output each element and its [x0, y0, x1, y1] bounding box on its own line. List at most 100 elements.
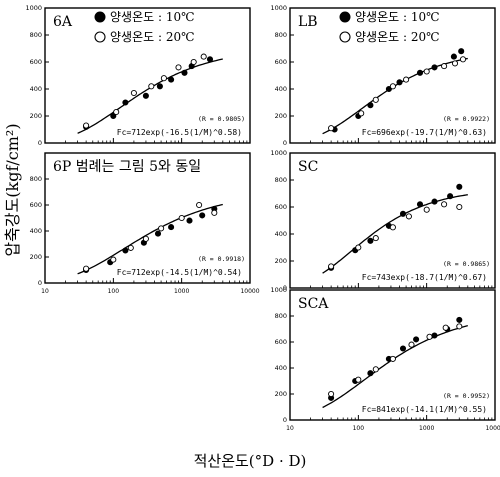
data-point-10c: [416, 201, 424, 208]
legend-label-10c: 양생온도 : 10℃: [355, 10, 440, 24]
y-tick-label: 800: [275, 176, 287, 184]
equation-label: Fc=841exp(-14.1(1/M)^0.55): [362, 405, 487, 414]
x-tick-label: 10: [286, 425, 294, 432]
r-value-label: (R = 0.9952): [443, 392, 490, 400]
data-point-10c: [431, 64, 438, 71]
y-tick-label: 600: [275, 58, 287, 66]
data-point-10c: [416, 69, 424, 76]
data-point-20c: [110, 256, 117, 263]
panel-title: SC: [298, 159, 318, 175]
data-point-20c: [442, 324, 449, 331]
data-point-20c: [441, 201, 448, 208]
y-tick-label: 0: [38, 139, 42, 147]
legend-label-20c: 양생온도 : 20℃: [110, 30, 195, 44]
data-point-20c: [456, 203, 463, 211]
y-tick-label: 0: [283, 139, 287, 147]
y-tick-label: 0: [38, 279, 42, 287]
panel-sca: 1000800600400200010100100010000SCA(R = 0…: [270, 286, 500, 432]
data-point-10c: [399, 345, 407, 352]
panel-6a: 1000 800 600 400 200 0 6A 양생온도 : 10℃ 양생온도 : 20℃ (…: [25, 4, 251, 147]
figure-y-label: 압축강도(kgf/cm²): [3, 123, 22, 256]
data-point-10c: [456, 183, 463, 190]
data-point-20c: [200, 53, 207, 60]
x-tick-label: 100: [353, 425, 365, 432]
data-point-20c: [358, 110, 365, 117]
y-tick-label: 600: [275, 338, 287, 346]
data-point-20c: [83, 122, 90, 129]
panel-title: SCA: [298, 296, 329, 312]
data-point-20c: [372, 235, 379, 242]
data-point-20c: [441, 63, 448, 70]
data-point-20c: [389, 355, 396, 362]
y-tick-label: 400: [30, 85, 42, 93]
y-tick-label: 600: [30, 201, 42, 209]
fitted-curve: [77, 203, 223, 275]
y-tick-label: 600: [30, 58, 42, 66]
r-value-label: (R = 0.9865): [443, 260, 490, 268]
data-point-20c: [130, 89, 137, 97]
data-point-20c: [355, 376, 362, 383]
y-tick-label: 0: [283, 416, 287, 424]
data-point-10c: [456, 316, 463, 323]
data-point-20c: [190, 58, 197, 66]
equation-label: Fc=696exp(-19.7(1/M)^0.63): [362, 128, 487, 137]
data-point-10c: [181, 69, 188, 76]
legend-open-marker: [339, 31, 351, 43]
data-point-20c: [423, 206, 430, 213]
y-tick-label: 400: [30, 227, 42, 235]
y-tick-label: 400: [275, 364, 287, 372]
r-value-label: (R = 0.9805): [198, 115, 245, 123]
y-tick-label: 200: [275, 390, 287, 398]
data-point-20c: [178, 214, 185, 222]
data-point-20c: [423, 68, 430, 75]
y-tick-label: 200: [275, 112, 287, 120]
data-point-20c: [328, 125, 335, 132]
data-point-10c: [168, 224, 175, 231]
data-point-20c: [328, 390, 335, 398]
r-value-label: (R = 0.9918): [198, 255, 245, 263]
data-point-20c: [459, 56, 467, 63]
x-tick-label: 1000: [419, 425, 434, 432]
data-point-20c: [405, 213, 412, 220]
plot-frame: [289, 7, 496, 144]
fitted-curve: [322, 194, 468, 274]
data-point-20c: [372, 96, 379, 103]
data-point-10c: [156, 83, 163, 90]
y-tick-label: 400: [275, 230, 287, 238]
plot-frame: [44, 152, 251, 284]
legend-label-20c: 양생온도 : 20℃: [355, 30, 440, 44]
y-tick-label: 0: [283, 284, 287, 292]
data-point-10c: [142, 92, 149, 99]
x-tick-label: 1000: [174, 288, 189, 295]
y-tick-label: 800: [30, 175, 42, 183]
data-point-10c: [122, 99, 129, 106]
panel-lb: 1000 800 600 400 200 0 LB 양생온도 : 10℃ 양생온도 : 20℃ (…: [270, 4, 496, 147]
data-point-10c: [367, 237, 374, 244]
y-tick-label: 200: [30, 112, 42, 120]
data-point-10c: [447, 193, 454, 200]
data-point-20c: [372, 366, 379, 373]
data-point-20c: [456, 323, 463, 330]
data-point-20c: [83, 265, 90, 272]
y-tick-label: 800: [30, 31, 42, 39]
data-point-10c: [199, 212, 206, 219]
y-tick-label: 200: [30, 253, 42, 261]
plot-frame: [289, 289, 496, 421]
data-point-20c: [158, 225, 165, 232]
data-point-10c: [396, 79, 403, 86]
data-point-20c: [148, 83, 155, 90]
data-point-10c: [367, 370, 374, 377]
data-point-20c: [142, 235, 149, 242]
data-point-20c: [328, 263, 335, 270]
data-point-20c: [127, 244, 134, 251]
data-point-10c: [122, 247, 129, 254]
legend-filled-marker: [94, 11, 106, 23]
data-point-20c: [211, 209, 218, 216]
y-tick-label: 1000: [25, 4, 42, 12]
data-point-10c: [186, 217, 193, 224]
y-tick-label: 800: [275, 312, 287, 320]
panel-sc: 1000 800 600 400 200 0 SC (R = 0.9865) Fc=743exp…: [270, 149, 496, 292]
legend-label-10c: 양생온도 : 10℃: [110, 10, 195, 24]
